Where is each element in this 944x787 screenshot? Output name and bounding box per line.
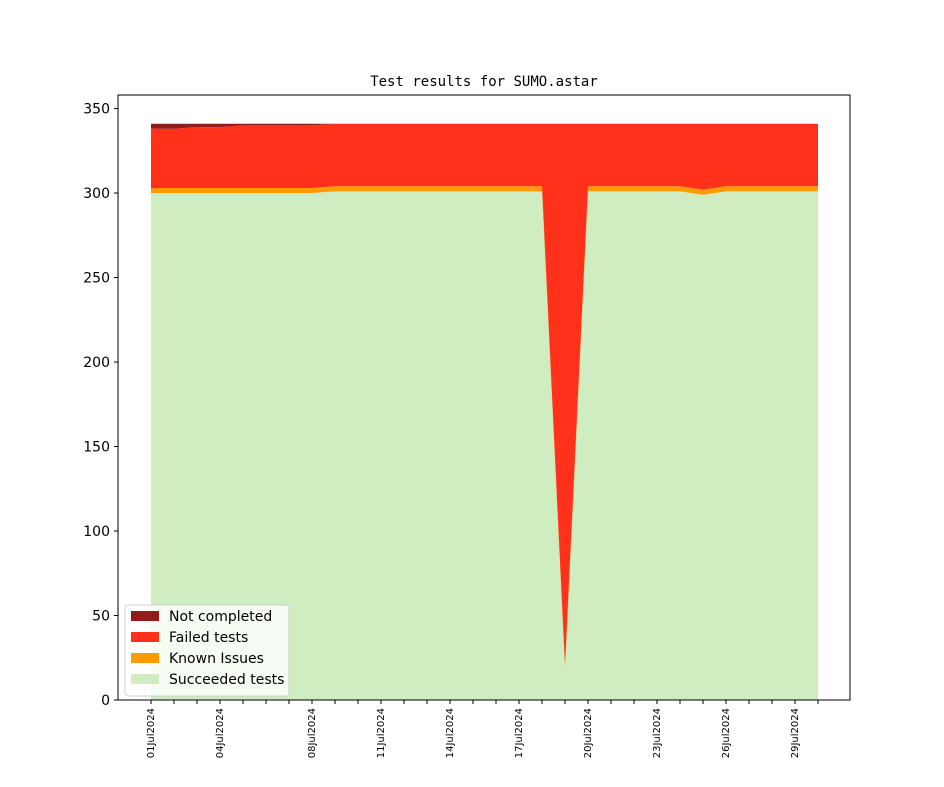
x-tick-label: 17Jul2024 bbox=[514, 708, 525, 758]
area-not-completed bbox=[151, 123, 818, 129]
y-axis: 0 50 100 150 200 250 300 350 bbox=[83, 102, 118, 709]
y-tick-label: 200 bbox=[83, 355, 110, 371]
legend-swatch-succeeded-tests bbox=[131, 674, 159, 684]
x-tick-label: 01Jul2024 bbox=[146, 708, 157, 758]
x-tick-label: 08Jul2024 bbox=[307, 708, 318, 758]
legend-swatch-not-completed bbox=[131, 611, 159, 621]
legend-label-known-issues: Known Issues bbox=[169, 651, 264, 667]
x-tick-label: 04Jul2024 bbox=[215, 708, 226, 758]
x-tick-label: 29Jul2024 bbox=[790, 708, 801, 758]
plot-frame bbox=[117, 94, 851, 701]
x-tick-label: 23Jul2024 bbox=[652, 708, 663, 758]
stacked-areas bbox=[151, 123, 818, 700]
x-tick-label: 26Jul2024 bbox=[721, 708, 732, 758]
legend-label-not-completed: Not completed bbox=[169, 609, 272, 625]
x-tick-label: 11Jul2024 bbox=[376, 708, 387, 758]
legend-swatch-failed-tests bbox=[131, 632, 159, 642]
x-tick-label: 20Jul2024 bbox=[583, 708, 594, 758]
y-tick-label: 350 bbox=[83, 102, 110, 118]
y-tick-label: 150 bbox=[83, 440, 110, 456]
area-failed-tests bbox=[151, 123, 818, 665]
y-tick-label: 50 bbox=[92, 609, 110, 625]
area-succeeded-tests bbox=[151, 191, 818, 700]
chart-title: Test results for SUMO.astar bbox=[370, 74, 598, 90]
legend-box bbox=[124, 604, 290, 697]
x-tick-label: 14Jul2024 bbox=[445, 708, 456, 758]
x-axis: 01Jul2024 04Jul2024 08Jul2024 11Jul2024 14Ju… bbox=[146, 700, 819, 758]
legend-label-failed-tests: Failed tests bbox=[169, 630, 248, 646]
y-tick-label: 250 bbox=[83, 271, 110, 287]
legend-label-succeeded-tests: Succeeded tests bbox=[169, 672, 284, 688]
y-tick-label: 0 bbox=[101, 693, 110, 709]
y-tick-label: 100 bbox=[83, 524, 110, 540]
legend-swatch-known-issues bbox=[131, 653, 159, 663]
y-tick-label: 300 bbox=[83, 186, 110, 202]
legend: Not completed Failed tests Known Issues Suc… bbox=[124, 604, 290, 697]
